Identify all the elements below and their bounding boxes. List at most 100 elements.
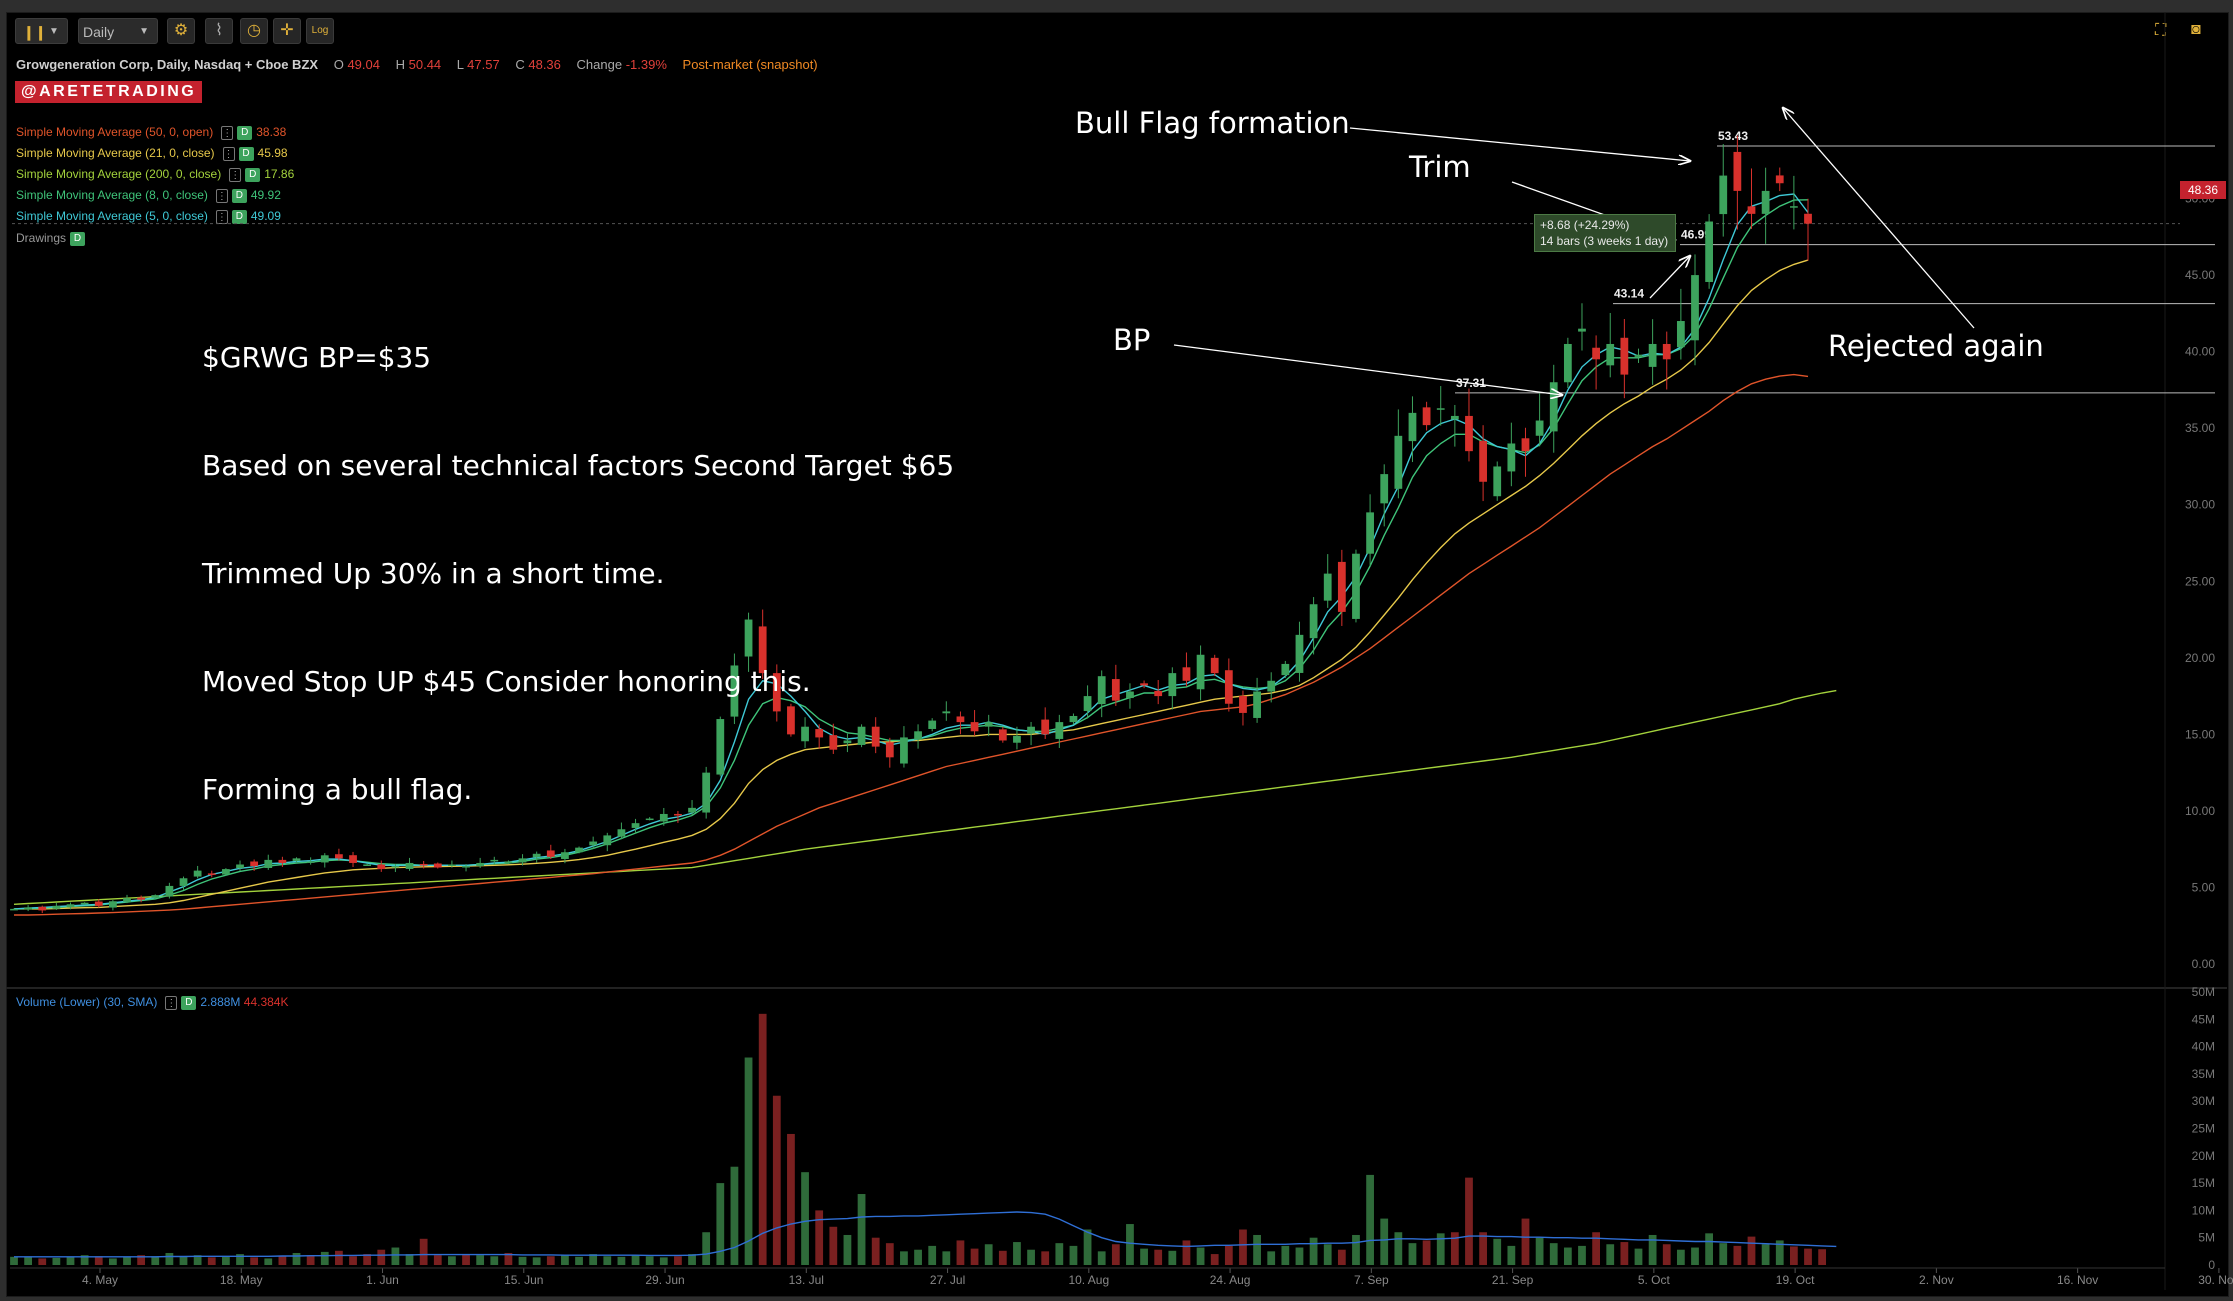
camera-icon[interactable]: ◙ [2191,21,2201,38]
info-icon[interactable]: ⋮ [165,995,178,1010]
price-level-label: 46.99 [1681,228,1711,242]
volume-bar [292,1252,301,1265]
candle-body [137,897,146,900]
info-icon[interactable]: ⋮ [229,167,242,182]
low-value: 47.57 [467,57,500,72]
candle-body [1493,466,1502,497]
candle-body [518,858,527,863]
candle-body [476,862,485,867]
volume-bar [1465,1177,1473,1265]
volume-bar [956,1240,965,1265]
candle-body [1041,719,1050,735]
candle-body [1337,561,1346,612]
volume-bar [207,1257,216,1265]
indicator-badge[interactable]: D [237,125,253,140]
volume-tick-label: 30M [2192,1094,2215,1108]
candle-body [970,722,979,732]
candle-body [1761,190,1770,214]
interval-select[interactable]: Daily ▼ [78,18,158,44]
volume-bar [998,1250,1007,1265]
indicators-button[interactable]: ⌇ [205,18,233,44]
volume-bar [1083,1229,1092,1265]
candle-body [108,901,117,908]
y-tick-label: 15.00 [2185,727,2215,741]
candle-body [561,852,569,859]
volume-tick-label: 10M [2192,1203,2215,1217]
candle-body [1408,412,1417,442]
candlestick-icon: ❙❙ [23,24,47,40]
candle-body [1535,420,1544,436]
drawings-badge[interactable]: D [70,231,86,246]
indicator-badge[interactable]: D [238,146,254,161]
candle-body [716,719,725,775]
log-scale-button[interactable]: Log [306,18,334,44]
info-icon[interactable]: ⋮ [222,146,235,161]
volume-bar [1196,1247,1205,1265]
info-icon[interactable]: ⋮ [215,209,228,224]
volume-bar [1111,1244,1120,1265]
candle-body [1507,443,1516,472]
candle-body [900,737,908,764]
info-icon[interactable]: ⋮ [221,125,234,140]
volume-bar [787,1133,795,1265]
indicator-value: 45.98 [257,146,288,160]
x-tick-label: 21. Sep [1492,1273,1534,1287]
candle-body [787,706,795,735]
volume-bar [1097,1251,1106,1265]
trim-annotation: Trim [1409,150,1471,184]
measure-box[interactable]: +8.68 (+24.29%) 14 bars (3 weeks 1 day) [1534,214,1676,252]
volume-bar [815,1210,824,1265]
volume-badge[interactable]: D [181,995,197,1010]
info-icon[interactable]: ⋮ [215,188,228,203]
fullscreen-icon[interactable]: ⛶ [2155,22,2167,39]
indicator-label: Simple Moving Average (50, 0, open) [16,125,214,139]
candle-body [1224,670,1233,704]
volume-bar [1281,1245,1290,1265]
volume-tick-label: 50M [2192,985,2215,999]
indicator-row[interactable]: Simple Moving Average (200, 0, close) ⋮ D 1… [16,167,294,182]
drawings-row[interactable]: Drawings D [16,231,89,246]
indicator-badge[interactable]: D [231,209,247,224]
candle-body [1126,691,1134,699]
x-tick-label: 10. Aug [1068,1273,1109,1287]
indicator-badge[interactable]: D [245,167,261,182]
candle-body [1789,206,1798,208]
candle-body [1733,151,1742,191]
volume-bar [1521,1218,1530,1265]
volume-bar [1676,1249,1685,1265]
volume-bar [1578,1245,1586,1265]
candle-body [772,673,781,712]
candle-body [363,864,372,866]
volume-label: Volume (Lower) (30, SMA) [16,995,158,1009]
volume-bar [885,1243,894,1265]
clock-button[interactable]: ◷ [240,18,268,44]
interval-label: Daily [83,24,115,40]
volume-bar [1818,1249,1827,1265]
x-tick-label: 1. Jun [366,1273,399,1287]
candle-body [377,864,386,870]
volume-bar [984,1244,993,1265]
indicator-label: Simple Moving Average (8, 0, close) [16,188,208,202]
sma50-line [14,373,1809,916]
candle-body [1366,512,1374,554]
candle-body [1253,691,1261,718]
price-level-label: 53.43 [1718,129,1748,143]
candle-body [391,866,400,868]
volume-bar [617,1256,626,1265]
chart-style-button[interactable]: ❙❙ ▼ [15,18,68,44]
drawing-tool-button[interactable]: ✛ [273,18,301,44]
candle-body [1210,657,1219,674]
indicator-badge[interactable]: D [231,188,247,203]
candle-body [1648,343,1657,367]
indicator-row[interactable]: Simple Moving Average (5, 0, close) ⋮ D 49.… [16,209,281,224]
indicator-row[interactable]: Simple Moving Average (50, 0, open) ⋮ D 38.… [16,125,286,140]
volume-bar [1789,1246,1798,1265]
drawings-label: Drawings [16,231,67,245]
settings-button[interactable]: ⚙ [167,18,195,44]
indicator-row[interactable]: Simple Moving Average (8, 0, close) ⋮ D 49.… [16,188,281,203]
indicator-row[interactable]: Simple Moving Average (21, 0, close) ⋮ D 45… [16,146,288,161]
note-line-1: $GRWG BP=$35 [202,341,432,374]
candle-body [801,726,809,742]
x-tick-label: 29. Jun [645,1273,684,1287]
